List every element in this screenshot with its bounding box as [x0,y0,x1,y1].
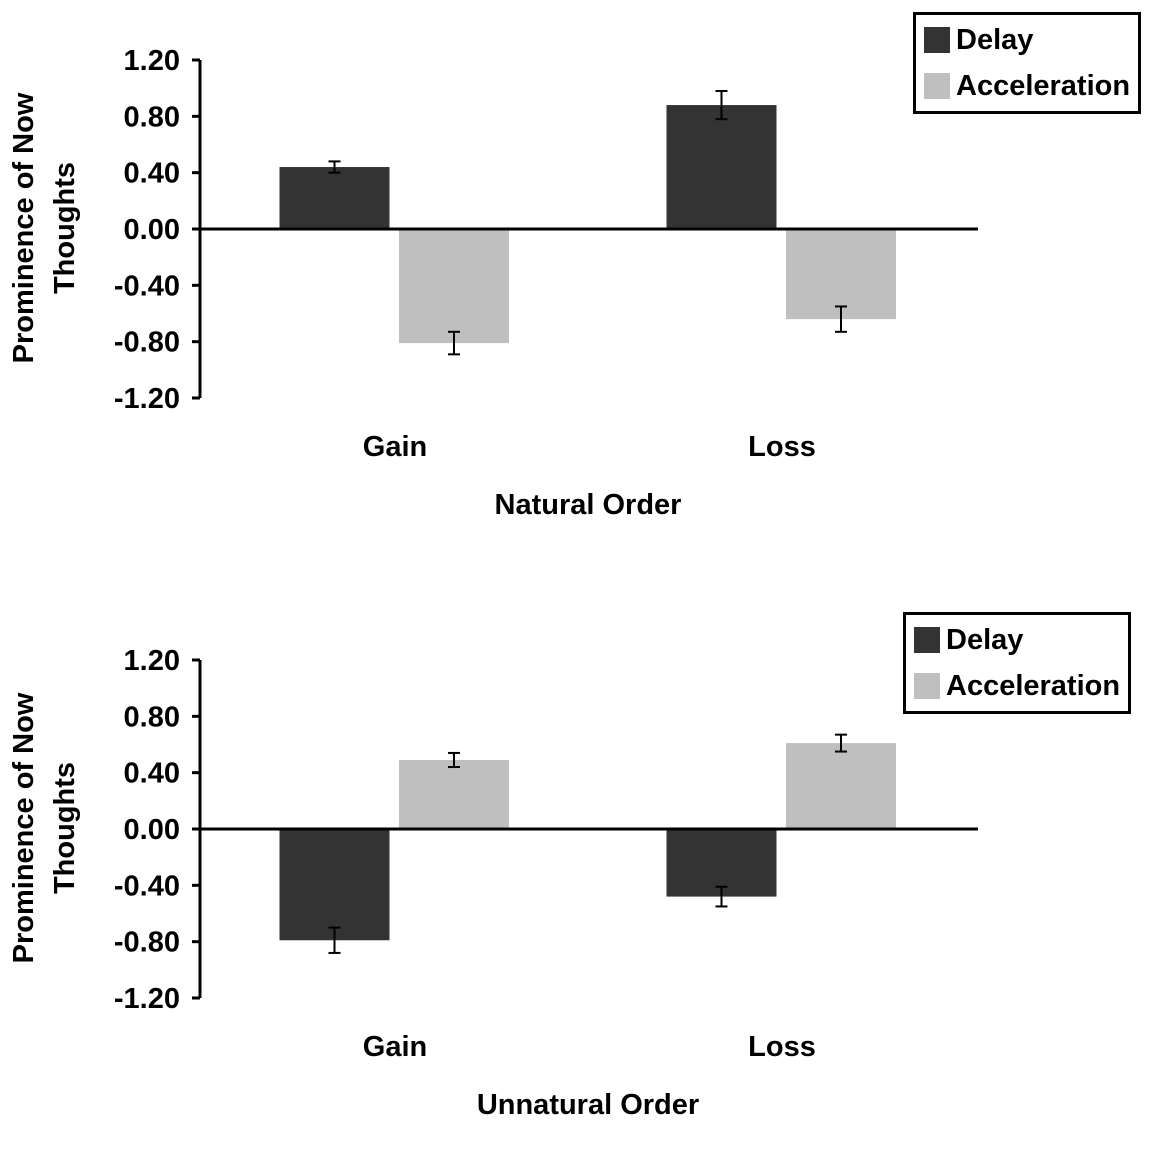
chart-plot-area: 1.20 0.80 0.40 0.00 -0.40 -0.80 -1.20 Gain Loss U… [8,645,978,1121]
bar-delay-gain [279,167,390,229]
y-tick-label: 0.40 [124,758,180,790]
y-tick-label: 0.80 [124,101,180,133]
x-tick-label-gain: Gain [363,431,427,463]
y-axis-title: Thoughts [49,162,81,294]
bar-acceleration-gain [399,759,509,829]
y-tick-label: -1.20 [114,983,180,1015]
y-tick-label: -0.40 [114,270,180,302]
bar-acceleration-gain [399,229,509,344]
bar-delay-loss [666,105,777,229]
y-tick-label: 0.00 [124,814,180,846]
y-tick-label: -0.40 [114,870,180,902]
x-tick-label-gain: Gain [363,1031,427,1063]
x-axis-title: Natural Order [495,489,682,521]
y-tick-label: -0.80 [114,927,180,959]
legend-label-acceleration: Acceleration [946,669,1121,702]
y-axis-title: Prominence of Now [8,92,40,363]
bar-delay-loss [666,829,777,897]
legend-item-delay: Delay [924,17,1130,63]
legend: Delay Acceleration [903,612,1132,714]
legend-swatch-acceleration [914,673,940,699]
y-axis-title: Prominence of Now [8,692,40,963]
legend-label-delay: Delay [946,623,1024,656]
bar-acceleration-loss [786,229,896,320]
y-tick-label: 1.20 [124,45,180,77]
legend-item-acceleration: Acceleration [924,63,1130,109]
x-tick-label-loss: Loss [748,431,816,463]
legend: Delay Acceleration [913,12,1142,114]
bar-delay-gain [279,829,390,941]
y-tick-label: 1.20 [124,645,180,677]
x-tick-label-loss: Loss [748,1031,816,1063]
legend-swatch-delay [914,627,940,653]
legend-label-delay: Delay [956,23,1034,56]
y-tick-label: 0.80 [124,701,180,733]
y-tick-label: -1.20 [114,383,180,415]
legend-swatch-acceleration [924,73,950,99]
y-tick-label: -0.80 [114,327,180,359]
y-axis-title: Thoughts [49,762,81,894]
x-axis-title: Unnatural Order [477,1089,699,1121]
legend-item-delay: Delay [914,617,1120,663]
chart-unnatural-order: 1.20 0.80 0.40 0.00 -0.40 -0.80 -1.20 Gain Loss U… [0,600,1152,1160]
y-tick-label: 0.00 [124,214,180,246]
bar-acceleration-loss [786,743,896,829]
legend-label-acceleration: Acceleration [956,69,1131,102]
legend-swatch-delay [924,27,950,53]
chart-plot-area: 1.20 0.80 0.40 0.00 -0.40 -0.80 -1.20 Gain Loss N… [8,45,978,521]
y-tick-label: 0.40 [124,158,180,190]
chart-natural-order: 1.20 0.80 0.40 0.00 -0.40 -0.80 -1.20 Gain Loss N… [0,0,1152,560]
legend-item-acceleration: Acceleration [914,663,1120,709]
